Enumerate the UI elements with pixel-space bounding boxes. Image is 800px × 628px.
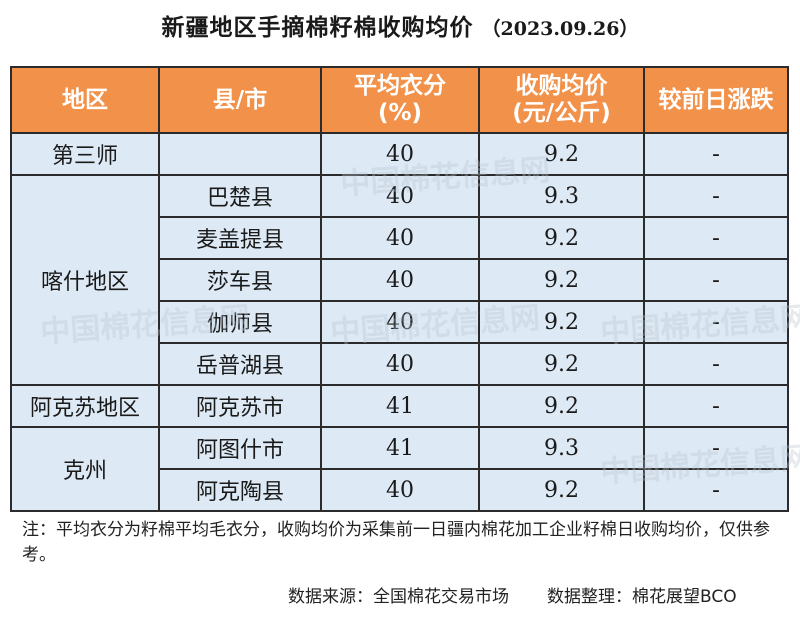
table-row: 伽师县 40 9.2 - <box>11 300 789 344</box>
lint-cell: 41 <box>320 384 480 428</box>
change-cell: - <box>643 342 789 386</box>
footnote: 注：平均衣分为籽棉平均毛衣分，收购均价为采集前一日疆内棉花加工企业籽棉日收购均价… <box>22 520 770 565</box>
table-row: 麦盖提县 40 9.2 - <box>11 216 789 260</box>
table-row: 克州 阿图什市 41 9.3 - <box>10 426 789 512</box>
header-county: 县/市 <box>158 66 322 134</box>
region-cell: 阿克苏地区 <box>10 384 160 428</box>
table-row: 第三师 40 9.2 - <box>10 132 789 176</box>
change-cell: - <box>643 174 789 218</box>
county-cell: 阿克苏市 <box>158 384 322 428</box>
header-price: 收购均价 (元/公斤) <box>478 66 645 134</box>
county-cell: 麦盖提县 <box>158 216 322 260</box>
price-cell: 9.2 <box>478 300 645 344</box>
compiled-by-text: 数据整理：棉花展望BCO <box>547 587 737 607</box>
lint-cell: 40 <box>320 132 480 176</box>
change-cell: - <box>643 468 789 512</box>
table-row: 莎车县 40 9.2 - <box>11 258 789 302</box>
price-cell: 9.2 <box>478 258 645 302</box>
table-row: 阿克苏地区 阿克苏市 41 9.2 - <box>10 384 789 428</box>
header-price-line1: 收购均价 <box>515 73 608 99</box>
price-cell: 9.2 <box>478 216 645 260</box>
price-cell: 9.3 <box>478 426 645 470</box>
lint-cell: 40 <box>320 300 480 344</box>
county-cell <box>158 132 322 176</box>
header-lint: 平均衣分 (%) <box>320 66 480 134</box>
header-region: 地区 <box>10 66 160 134</box>
source-text: 数据来源：全国棉花交易市场 <box>288 587 509 607</box>
change-cell: - <box>643 216 789 260</box>
lint-cell: 41 <box>320 426 480 470</box>
price-cell: 9.2 <box>478 384 645 428</box>
change-cell: - <box>643 132 789 176</box>
change-cell: - <box>643 258 789 302</box>
price-cell: 9.3 <box>478 174 645 218</box>
lint-cell: 40 <box>320 258 480 302</box>
lint-cell: 40 <box>320 174 480 218</box>
region-cell: 第三师 <box>10 132 160 176</box>
price-cell: 9.2 <box>478 342 645 386</box>
title-text: 新疆地区手摘棉籽棉收购均价 <box>161 15 474 41</box>
change-cell: - <box>643 426 789 470</box>
table-row: 喀什地区 巴楚县 40 9.3 - <box>10 174 789 386</box>
region-cell: 克州 <box>10 426 160 512</box>
table-row: 岳普湖县 40 9.2 - <box>11 342 789 386</box>
header-lint-line2: (%) <box>377 100 423 126</box>
header-price-line2: (元/公斤) <box>512 100 611 126</box>
change-cell: - <box>643 384 789 428</box>
page-title: 新疆地区手摘棉籽棉收购均价 （2023.09.26） <box>0 8 800 42</box>
price-table: 地区 县/市 平均衣分 (%) 收购均价 (元/公斤) 较前日涨跌 第三师 40… <box>10 66 789 512</box>
price-cell: 9.2 <box>478 468 645 512</box>
change-cell: - <box>643 300 789 344</box>
lint-cell: 40 <box>320 342 480 386</box>
county-cell: 岳普湖县 <box>158 342 322 386</box>
county-cell: 阿克陶县 <box>158 468 322 512</box>
title-date: （2023.09.26） <box>481 18 639 40</box>
lint-cell: 40 <box>320 468 480 512</box>
region-cell: 喀什地区 <box>10 174 160 386</box>
county-cell: 莎车县 <box>158 258 322 302</box>
county-cell: 阿图什市 <box>158 426 322 470</box>
lint-cell: 40 <box>320 216 480 260</box>
price-cell: 9.2 <box>478 132 645 176</box>
county-cell: 伽师县 <box>158 300 322 344</box>
table-header-row: 地区 县/市 平均衣分 (%) 收购均价 (元/公斤) 较前日涨跌 <box>10 66 789 134</box>
header-change: 较前日涨跌 <box>643 66 789 134</box>
county-cell: 巴楚县 <box>158 174 322 218</box>
data-source: 数据来源：全国棉花交易市场 数据整理：棉花展望BCO <box>288 582 768 607</box>
table-row: 阿克陶县 40 9.2 - <box>11 468 789 512</box>
header-lint-line1: 平均衣分 <box>354 73 446 99</box>
